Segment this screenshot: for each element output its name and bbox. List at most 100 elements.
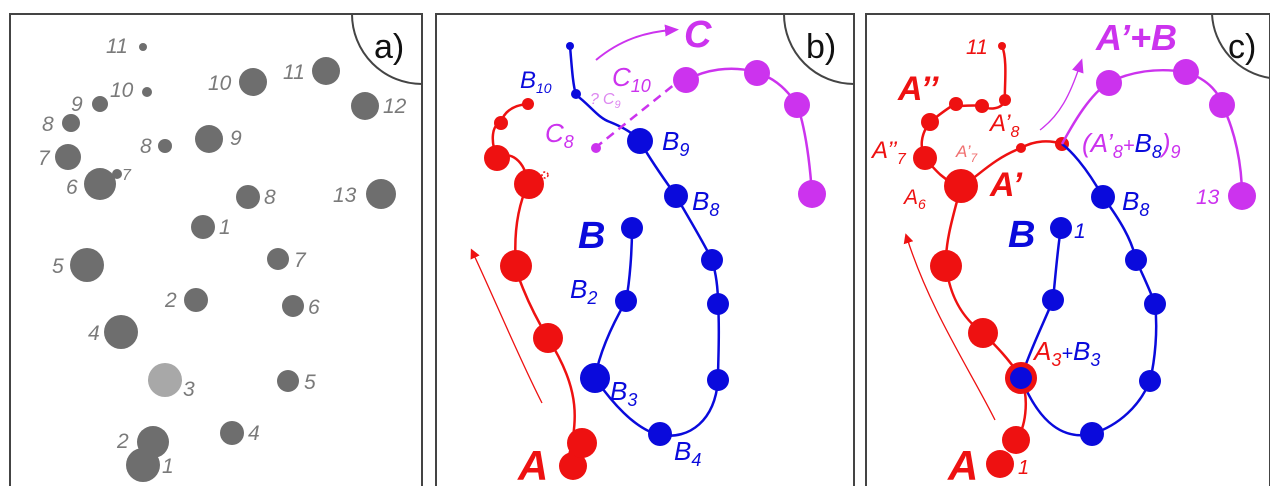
dot	[366, 179, 396, 209]
magenta-dot	[673, 67, 699, 93]
magenta-dot	[1173, 59, 1199, 85]
dot-label: 6	[66, 176, 78, 199]
panel-c: c)	[865, 13, 1270, 491]
dot	[220, 421, 244, 445]
dot	[104, 315, 138, 349]
panel-c-corner-label: c)	[1228, 28, 1256, 66]
blue-dot	[707, 369, 729, 391]
dot-label: 7	[294, 249, 307, 272]
panel-c-magenta-labels: (A’8+B8)9 13	[1082, 128, 1220, 209]
panel-b-magenta-labels: C10 C8 ? C9	[545, 62, 651, 152]
label-a: A	[517, 442, 548, 486]
blue-dot	[627, 128, 653, 154]
red-dot	[559, 452, 587, 480]
blue-dot	[1091, 185, 1115, 209]
magenta-direction-arrow	[595, 24, 679, 61]
label-b10: B10	[520, 67, 552, 96]
magenta-dot	[744, 60, 770, 86]
dot-label: 1	[162, 455, 174, 478]
dot	[139, 43, 147, 51]
dot-label: 3	[183, 378, 195, 401]
label-a6: A6	[902, 186, 926, 212]
panel-b-corner-label: b)	[806, 28, 836, 66]
magenta-dot	[1096, 70, 1122, 96]
magenta-dashed-link	[594, 79, 681, 149]
blue-dot	[648, 422, 672, 446]
dot	[158, 139, 172, 153]
blue-dot	[1144, 293, 1166, 315]
dot	[112, 169, 122, 179]
red-dot	[949, 97, 963, 111]
red-dot	[944, 169, 978, 203]
panel-c-frame	[865, 13, 1270, 491]
dot-label: 10	[110, 79, 134, 102]
label-b9: B9	[662, 126, 689, 160]
red-dot	[986, 450, 1014, 478]
panel-b-corner-arc	[783, 13, 855, 85]
red-chain-dots	[484, 98, 597, 480]
red-dot	[998, 42, 1006, 50]
red-dot	[975, 99, 989, 113]
dot	[184, 288, 208, 312]
magenta-chain-line	[685, 67, 814, 195]
red-dot	[913, 146, 937, 170]
blue-dot	[580, 363, 610, 393]
magenta-direction-arrow	[1039, 58, 1084, 131]
magenta-dot	[1209, 92, 1235, 118]
blue-dot	[566, 42, 574, 50]
red-direction-arrow	[470, 248, 543, 404]
dot	[312, 57, 340, 85]
label-a7-double-prime: A’’7	[870, 137, 907, 168]
dot	[277, 370, 299, 392]
red-dot	[533, 323, 563, 353]
panel-a-corner-label: a)	[374, 28, 404, 66]
label-b8: B8	[1122, 186, 1149, 220]
red-dot	[500, 250, 532, 282]
dot	[191, 215, 215, 239]
dot-label: 8	[264, 186, 276, 209]
dot	[55, 144, 81, 170]
dot-label: 1	[219, 216, 231, 239]
label-13: 13	[1196, 186, 1220, 209]
dot-label: 2	[164, 289, 177, 312]
red-dot	[1002, 426, 1030, 454]
red-chain-dots	[913, 42, 1069, 478]
blue-chain-line	[1019, 143, 1158, 437]
blue-dot	[707, 293, 729, 315]
red-direction-arrow	[903, 233, 996, 421]
magenta-chain-dots	[591, 60, 826, 208]
panel-c-blue-labels: B8 1	[1074, 186, 1149, 243]
dot-label: 6	[308, 296, 320, 319]
magenta-chain-dots	[1096, 59, 1256, 210]
red-dot	[514, 169, 544, 199]
dot-label: 7	[38, 147, 51, 170]
label-a3-plus-b3: A3+B3	[1032, 336, 1100, 370]
panel-a: a)	[9, 13, 423, 491]
dot-label: 11	[106, 35, 128, 58]
label-a8-prime: A’8	[988, 110, 1019, 141]
blue-dot	[1080, 422, 1104, 446]
red-dotted-mark	[541, 171, 549, 179]
dot-label: 4	[248, 422, 260, 445]
dot-label: 10	[208, 72, 232, 95]
dot-label: 7	[122, 167, 132, 184]
red-dot	[494, 116, 508, 130]
label-11: 11	[966, 36, 988, 59]
dot	[84, 168, 116, 200]
label-c9: ? C9	[590, 91, 621, 111]
dot	[236, 185, 260, 209]
blue-dot	[621, 217, 643, 239]
dot	[142, 87, 152, 97]
dot-label: 8	[140, 135, 152, 158]
red-dot	[930, 250, 962, 282]
red-dot	[484, 145, 510, 171]
dot	[126, 448, 160, 482]
label-b-1: 1	[1074, 220, 1086, 243]
blue-dot	[1050, 217, 1072, 239]
blue-dot	[701, 249, 723, 271]
magenta-dot	[591, 143, 601, 153]
dot-label: 9	[230, 127, 242, 150]
panel-a-labels: 11 10 9 8 7 6 7 5 4 2 3 2 1 10 11 12 9 8…	[38, 35, 407, 478]
label-a-prime: A’	[989, 166, 1023, 204]
magenta-dot	[1228, 182, 1256, 210]
